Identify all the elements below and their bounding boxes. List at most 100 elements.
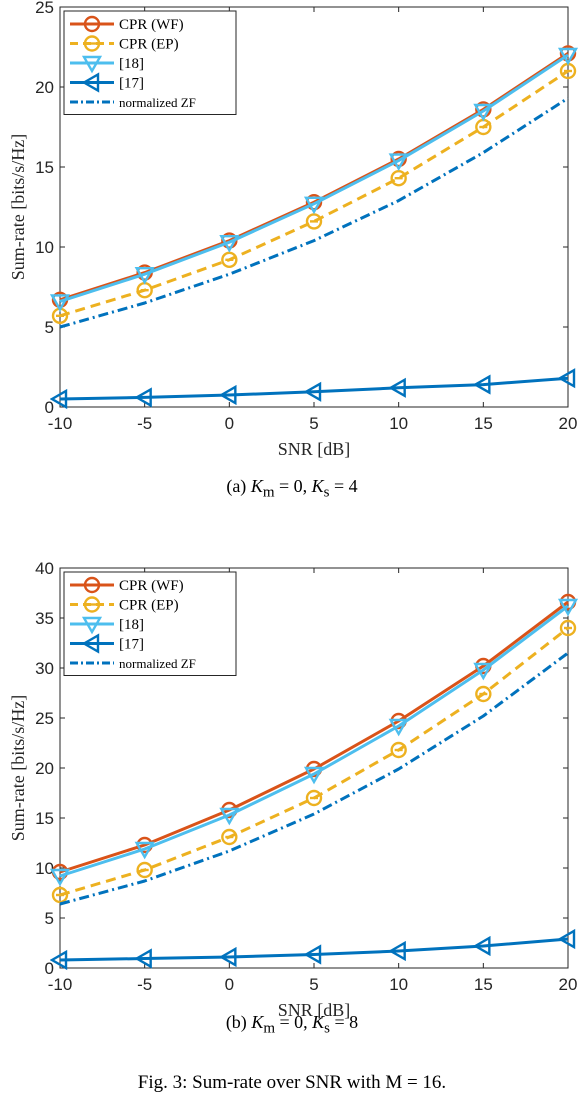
series-2 [50,598,578,887]
series-4 [59,96,569,329]
x-axis-label: SNR [dB] [278,439,351,459]
series-2 [50,47,578,312]
data-point [472,935,491,957]
data-point [557,598,578,617]
y-tick-label: 25 [35,709,54,728]
x-tick-label: -5 [137,975,152,994]
data-point [473,103,494,122]
y-tick-label: 20 [35,78,54,97]
y-tick-label: 0 [45,398,54,417]
caption-symbol: K [251,1012,264,1032]
y-tick-label: 25 [35,0,54,17]
x-tick-label: 0 [225,414,234,433]
data-point [218,946,237,968]
x-tick-label: 10 [389,975,408,994]
caption-text: = 8 [330,1012,359,1032]
x-tick-label: 5 [309,975,318,994]
data-point [388,940,406,962]
data-point [388,718,409,737]
legend-label: [17] [119,637,144,653]
data-point-ring [51,886,69,904]
y-tick-label: 35 [35,609,54,628]
chart-a: -10 -5 0 5 10 15 20 0 5 10 15 20 25 SNR [dB] Sum-rate … [8,0,578,459]
caption-subscript: m [262,484,275,501]
y-axis-label: Sum-rate [bits/s/Hz] [8,695,28,841]
series-3 [50,368,576,410]
data-point [557,47,578,66]
y-tick-label: 20 [35,759,54,778]
series-3 [50,928,576,971]
legend-label: CPR (EP) [119,598,179,614]
data-point [50,294,71,312]
legend-marker [83,576,101,594]
y-tick-label: 0 [45,959,54,978]
series-line [59,53,569,303]
y-tick-label: 15 [35,158,54,177]
y-tick-label: 10 [35,859,54,878]
legend-marker-ring [83,35,101,52]
series-1 [51,619,577,904]
x-tick-label: 15 [474,414,493,433]
y-tick-label: 5 [45,909,54,928]
legend-label: CPR (EP) [119,37,179,53]
data-point [559,619,577,637]
data-point [303,766,325,785]
figure-caption: Fig. 3: Sum-rate over SNR with M = 16. [137,1072,447,1093]
data-point [475,101,492,118]
legend-label: [18] [119,56,144,72]
series-line [59,937,569,962]
x-tick-label: 15 [474,975,493,994]
data-point-ring [390,150,407,168]
y-axis-label: Sum-rate [bits/s/Hz] [8,134,28,280]
x-tick-label: 20 [559,414,578,433]
data-point [305,193,323,211]
data-point-ring [390,169,407,187]
data-point [305,213,323,230]
legend-marker [83,35,101,52]
series-line [59,604,569,878]
data-point [559,45,577,62]
data-point-ring [305,789,323,807]
data-point [557,368,576,389]
data-point [303,196,325,215]
x-axis-label: SNR [dB] [278,1000,351,1020]
caption-subscript: m [263,1020,275,1037]
data-point [51,886,69,904]
x-tick-label: 20 [559,975,578,994]
caption-subscript: s [324,1020,331,1037]
data-point-ring [136,861,153,879]
y-tick-label: 30 [35,659,54,678]
legend: CPR (WF) CPR (EP) [18] [17] normalized ZF [63,10,237,115]
x-tick-label: -10 [48,975,73,994]
data-point-ring [559,619,577,637]
caption-subscript: s [323,484,330,501]
caption-b: (b) Km = 0, Ks = 8 [0,1012,584,1038]
data-point [388,377,406,398]
caption-symbol: K [250,476,263,496]
caption-text: = 4 [329,476,358,496]
legend-label: normalized ZF [119,656,196,671]
legend-label: [18] [119,617,144,633]
data-point-ring [475,685,492,703]
x-tick-label: 0 [225,975,234,994]
caption-label: (b) [225,1012,252,1032]
data-point-ring [305,213,323,230]
x-tick-label: -10 [48,414,73,433]
legend-label: CPR (WF) [119,578,184,594]
legend-marker [83,596,101,613]
chart-b: -10 -5 0 5 10 15 20 0 5 10 15 20 25 30 35 40 SNR [dB] Sum… [8,559,578,1020]
data-point [134,841,155,860]
data-point [388,153,409,172]
x-tick-label: 5 [309,414,318,433]
legend-marker [81,616,103,635]
data-point [473,662,494,681]
caption-label: (a) [226,476,251,496]
legend-marker [81,72,100,93]
data-point [221,251,238,268]
data-point [475,118,492,136]
data-point [390,150,407,168]
data-point [472,374,491,395]
data-point-ring [475,101,492,118]
x-tick-label: 10 [389,414,408,433]
series-line [59,96,569,329]
